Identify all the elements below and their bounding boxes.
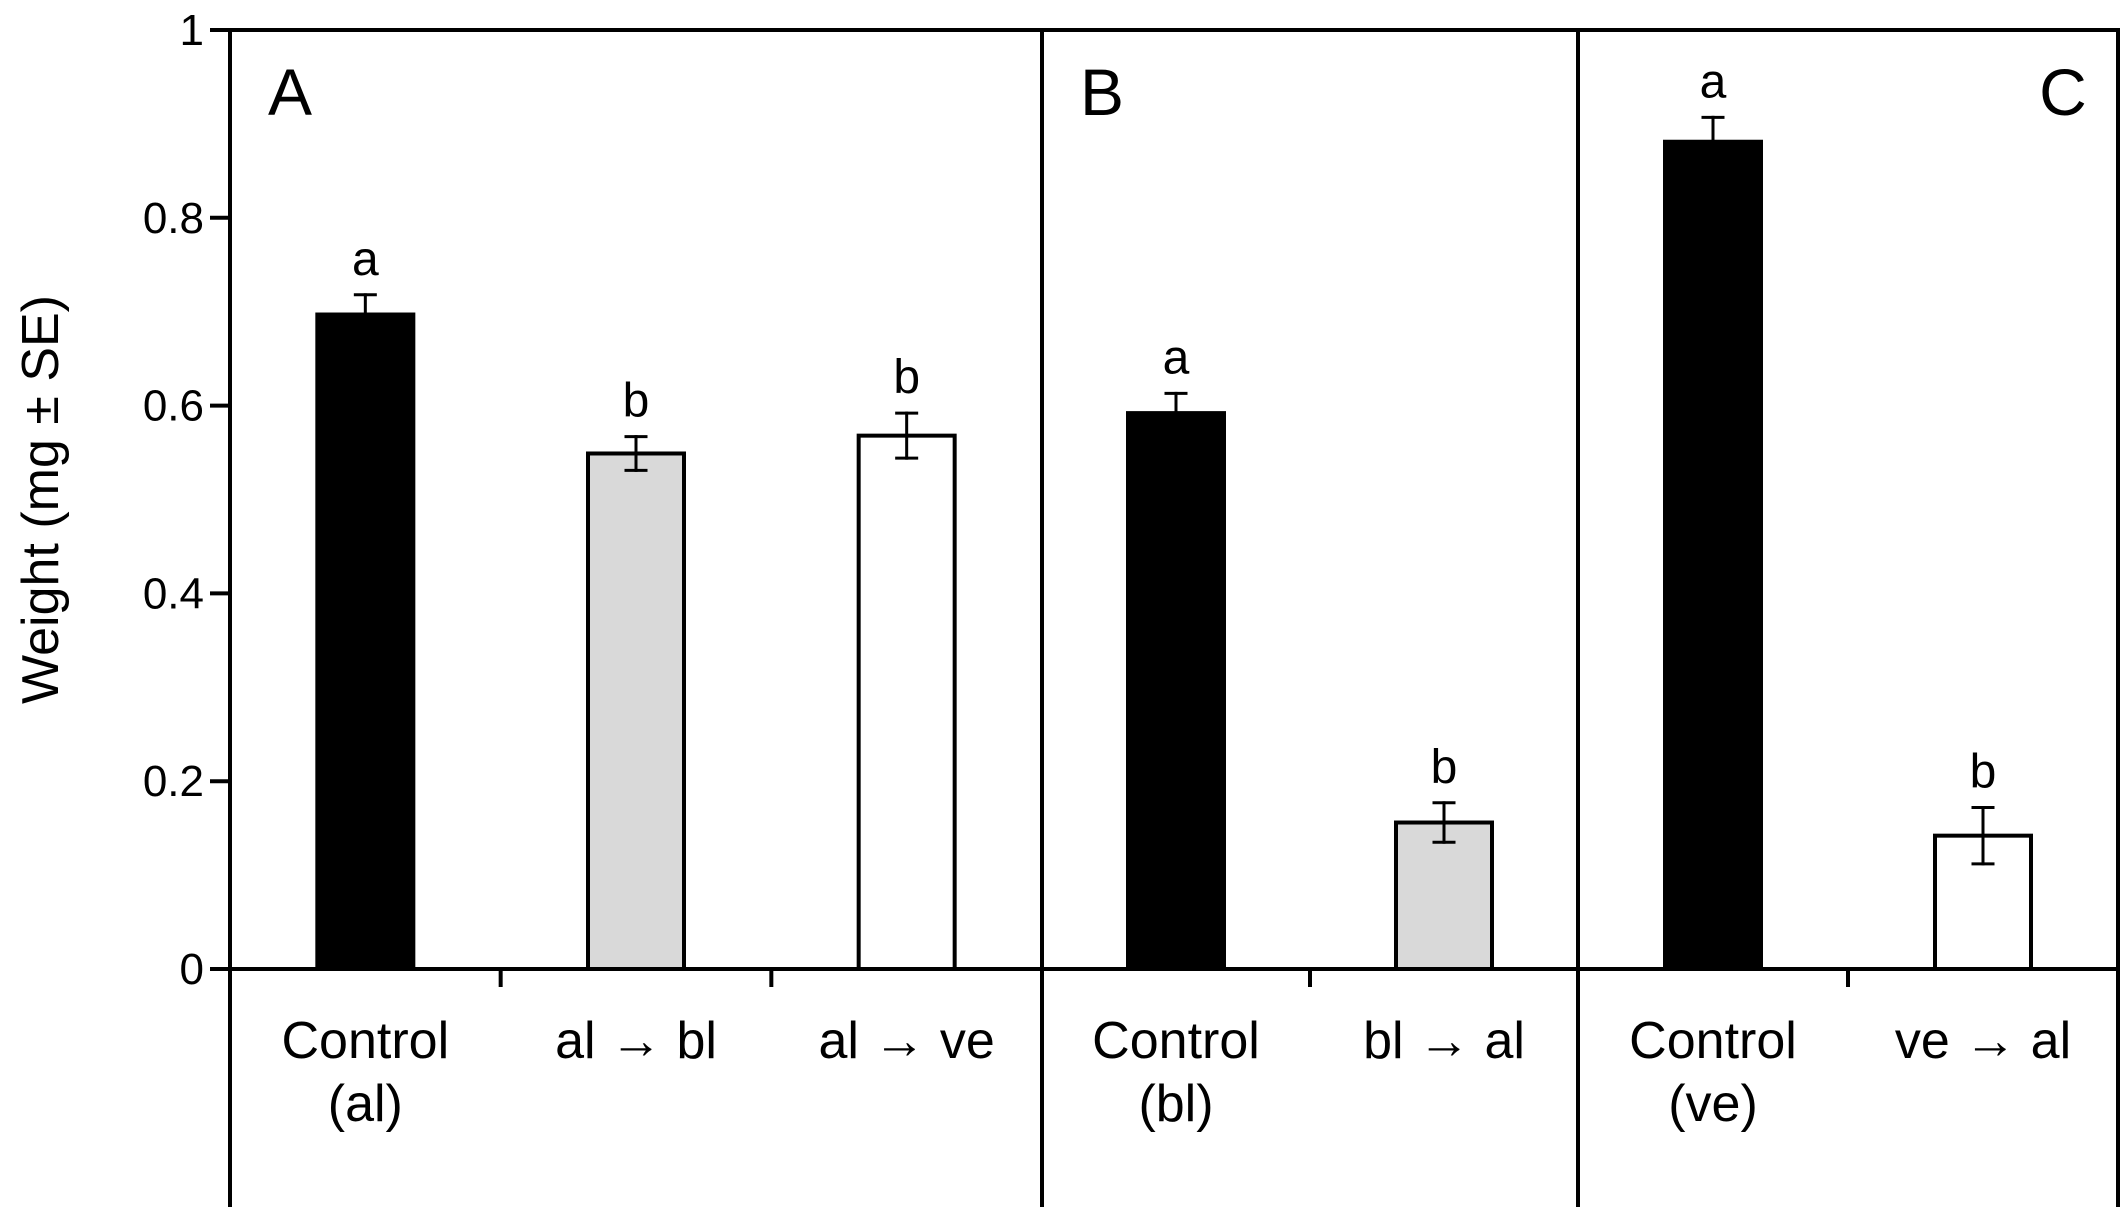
category-label: al → bl: [555, 1012, 717, 1070]
bar: [586, 451, 686, 971]
panel-letter-C: C: [2039, 55, 2087, 129]
bar: [315, 312, 416, 971]
y-tick-label: 1: [180, 6, 204, 55]
category-label: (bl): [1138, 1075, 1213, 1133]
bar: [1663, 139, 1763, 971]
bar: [1126, 411, 1226, 971]
category-label: bl → al: [1363, 1012, 1525, 1070]
category-label: Control: [1629, 1012, 1797, 1070]
category-label: Control: [282, 1012, 450, 1070]
panel-letter-B: B: [1080, 55, 1124, 129]
y-tick-label: 0.4: [143, 569, 204, 618]
panel-letter-A: A: [268, 55, 312, 129]
significance-label: b: [1970, 745, 1997, 798]
y-tick-label: 0.2: [143, 757, 204, 806]
bar: [1394, 820, 1494, 971]
category-label: Control: [1092, 1012, 1260, 1070]
category-label: (al): [328, 1075, 403, 1133]
y-tick-label: 0.6: [143, 382, 204, 431]
category-label: ve → al: [1895, 1012, 2071, 1070]
category-label: (ve): [1668, 1075, 1758, 1133]
significance-label: b: [623, 375, 650, 428]
y-axis-title: Weight (mg ± SE): [12, 295, 70, 704]
category-label: al → ve: [819, 1012, 995, 1070]
significance-label: b: [1431, 741, 1458, 794]
significance-label: b: [893, 351, 920, 404]
significance-label: a: [352, 233, 379, 286]
significance-label: a: [1700, 55, 1727, 108]
y-tick-label: 0: [180, 945, 204, 994]
y-tick-label: 0.8: [143, 194, 204, 243]
bar: [856, 433, 957, 971]
significance-label: a: [1163, 331, 1190, 384]
